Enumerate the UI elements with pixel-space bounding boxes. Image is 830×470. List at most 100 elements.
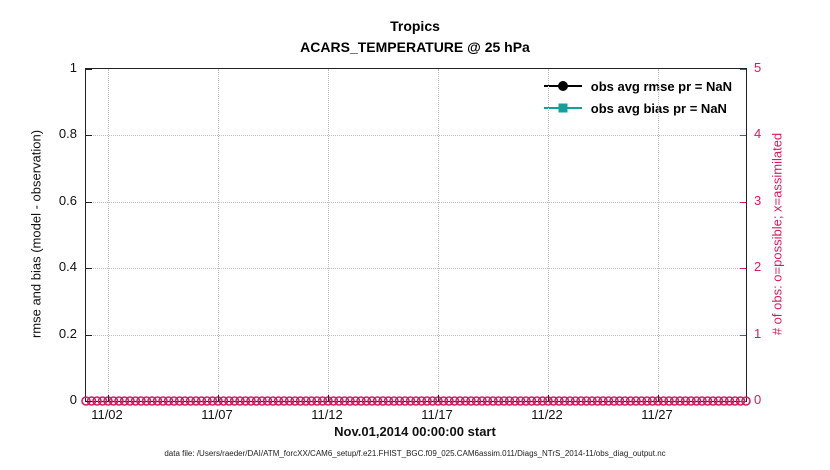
obs-possible-marker — [246, 396, 256, 406]
obs-possible-marker — [224, 396, 234, 406]
obs-possible-marker — [207, 396, 218, 406]
obs-possible-marker — [515, 396, 526, 406]
obs-count-marker-band — [81, 396, 751, 406]
obs-possible-marker — [488, 396, 498, 406]
obs-possible-marker — [273, 396, 284, 406]
obs-possible-marker — [427, 396, 438, 406]
obs-possible-marker — [356, 396, 366, 406]
x-axis-tick-label: 11/07 — [201, 407, 233, 422]
obs-possible-marker — [158, 396, 168, 406]
obs-possible-marker — [664, 396, 674, 406]
obs-possible-marker — [576, 396, 586, 406]
legend-entry: obs avg rmse pr = NaN — [543, 75, 732, 97]
gridline-horizontal — [86, 334, 746, 336]
obs-possible-marker — [532, 396, 542, 406]
left-tick-mark — [86, 401, 92, 402]
x-axis-tick-label: 11/22 — [531, 407, 563, 422]
obs-possible-marker — [460, 396, 471, 406]
obs-possible-marker — [372, 396, 383, 406]
obs-possible-marker — [257, 396, 267, 406]
gridline-vertical — [108, 69, 109, 401]
obs-possible-marker — [422, 396, 432, 406]
obs-possible-marker — [290, 396, 300, 406]
right-axis-tick-label: 2 — [754, 259, 762, 275]
obs-possible-marker — [625, 396, 636, 406]
obs-possible-marker — [565, 396, 575, 406]
obs-possible-marker — [504, 396, 515, 406]
obs-possible-marker — [669, 396, 680, 406]
left-tick-mark — [86, 69, 92, 70]
obs-possible-marker — [510, 396, 520, 406]
obs-possible-marker — [317, 396, 328, 406]
obs-possible-marker — [521, 396, 531, 406]
obs-possible-marker — [312, 396, 322, 406]
obs-possible-marker — [691, 396, 702, 406]
left-axis-tick-label: 0.4 — [58, 259, 77, 275]
obs-possible-marker — [570, 396, 581, 406]
obs-possible-marker — [444, 396, 454, 406]
bottom-tick-mark — [108, 395, 109, 401]
square-legend-marker — [543, 103, 582, 113]
obs-possible-marker — [592, 396, 603, 406]
gridline-vertical — [658, 69, 659, 401]
obs-possible-marker — [185, 396, 196, 406]
data-file-caption: data file: /Users/raeder/DAI/ATM_forcXX/… — [164, 449, 666, 458]
obs-possible-marker — [240, 396, 251, 406]
obs-possible-marker — [136, 396, 146, 406]
obs-possible-marker — [306, 396, 317, 406]
right-axis-tick-label: 4 — [754, 126, 762, 142]
right-tick-mark — [740, 401, 746, 402]
gridline-horizontal — [86, 268, 746, 270]
bottom-tick-mark — [328, 395, 329, 401]
left-axis-tick-label: 0.6 — [58, 192, 77, 208]
right-axis-tick-label: 0 — [754, 392, 762, 407]
obs-possible-marker — [301, 396, 311, 406]
obs-possible-marker — [411, 396, 421, 406]
obs-possible-marker — [229, 396, 240, 406]
left-tick-mark — [86, 135, 92, 137]
obs-possible-marker — [642, 396, 652, 406]
gridline-vertical — [328, 69, 329, 401]
circle-legend-marker — [543, 81, 582, 91]
x-axis-tick-label: 11/12 — [311, 407, 343, 422]
obs-possible-marker — [400, 396, 410, 406]
obs-possible-marker — [130, 396, 141, 406]
obs-possible-marker — [328, 396, 339, 406]
right-axis-tick-label: 5 — [754, 60, 762, 75]
obs-possible-marker — [493, 396, 504, 406]
obs-possible-marker — [559, 396, 570, 406]
obs-possible-marker — [416, 396, 427, 406]
left-axis-tick-label: 0.2 — [58, 325, 77, 341]
left-axis-label: rmse and bias (model - observation) — [28, 129, 44, 339]
obs-possible-marker — [609, 396, 619, 406]
gridline-vertical — [548, 69, 549, 401]
obs-possible-marker — [268, 396, 278, 406]
right-tick-mark — [740, 334, 746, 336]
chart-subtitle: ACARS_TEMPERATURE @ 25 hPa — [300, 39, 530, 55]
obs-possible-marker — [295, 396, 306, 406]
obs-possible-marker — [141, 396, 152, 406]
bottom-tick-mark — [658, 395, 659, 401]
obs-possible-marker — [389, 396, 399, 406]
obs-possible-marker — [537, 396, 548, 406]
obs-possible-marker — [554, 396, 564, 406]
obs-possible-marker — [125, 396, 135, 406]
gridline-horizontal — [86, 135, 746, 137]
bottom-tick-mark — [218, 395, 219, 401]
obs-possible-marker — [636, 396, 647, 406]
obs-possible-marker — [350, 396, 361, 406]
bottom-tick-mark — [548, 395, 549, 401]
obs-possible-marker — [587, 396, 597, 406]
bottom-tick-mark — [438, 395, 439, 401]
x-axis-tick-label: 11/27 — [641, 407, 673, 422]
obs-possible-marker — [680, 396, 691, 406]
obs-possible-marker — [394, 396, 405, 406]
obs-possible-marker — [279, 396, 289, 406]
left-tick-mark — [86, 334, 92, 336]
obs-possible-marker — [97, 396, 108, 406]
obs-possible-marker — [466, 396, 476, 406]
obs-possible-marker — [174, 396, 185, 406]
obs-possible-marker — [713, 396, 724, 406]
gridline-vertical — [218, 69, 219, 401]
obs-possible-marker — [455, 396, 465, 406]
